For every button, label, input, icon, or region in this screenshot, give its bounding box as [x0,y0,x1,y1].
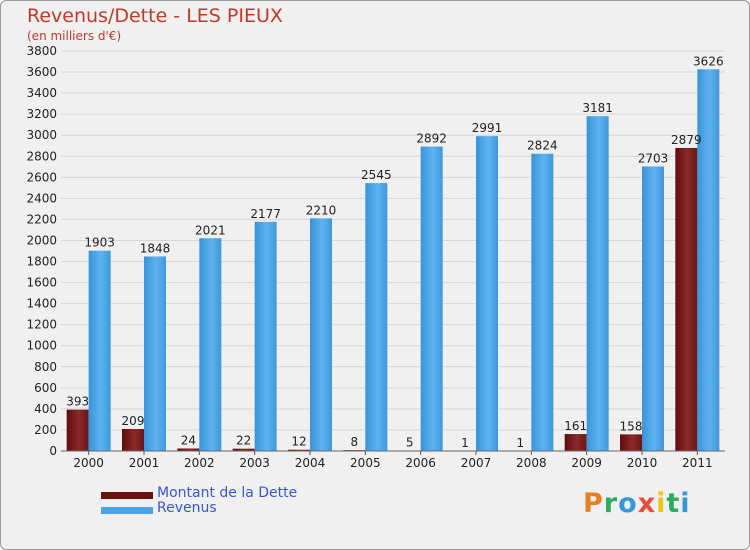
bar-debt [564,434,587,451]
y-tick-label: 400 [34,402,57,416]
data-label-debt: 22 [236,434,251,448]
data-label-debt: 209 [122,414,145,428]
bar-chart: 0 200 400 600 800 1000 1200 1400 1600 1800 2000 220… [26,44,725,470]
bars [66,69,720,452]
x-tick-label: 2001 [129,456,160,470]
y-axis-ticks: 0 200 400 600 800 1000 1200 1400 1600 1800 2000 220… [26,44,57,458]
bar-debt [122,429,144,451]
data-label-revenus: 2545 [361,168,392,182]
bar-revenus [420,146,443,451]
bar-revenus [199,238,222,451]
bar-revenus [531,153,554,451]
x-tick-label: 2004 [295,456,326,470]
data-label-revenus: 2824 [527,139,558,153]
data-label-revenus: 2991 [472,121,503,135]
data-label-revenus: 3181 [582,101,613,115]
bar-revenus [365,183,388,451]
data-label-revenus: 1903 [84,236,115,250]
bar-revenus [476,136,498,451]
bar-revenus [310,218,332,451]
bar-revenus [144,256,166,451]
x-tick-label: 2002 [184,456,215,470]
y-tick-label: 600 [34,381,57,395]
legend-label-debt: Montant de la Dette [157,485,298,501]
y-tick-label: 3200 [26,107,57,121]
data-label-debt: 161 [564,419,587,433]
bar-debt [66,409,89,451]
chart-subtitle: (en milliers d'€) [27,29,122,43]
y-tick-label: 1600 [26,276,57,290]
y-tick-label: 2800 [26,149,57,163]
x-tick-label: 2007 [461,456,492,470]
y-tick-label: 1800 [26,255,57,269]
bar-debt [620,434,642,451]
brand-letter: t [666,488,681,519]
y-tick-label: 1400 [26,297,57,311]
bar-debt [288,449,310,451]
data-label-debt: 24 [181,433,196,447]
y-tick-label: 0 [49,444,57,458]
data-label-debt: 5 [406,435,414,449]
y-tick-label: 2400 [26,191,57,205]
brand-letter: i [680,488,691,519]
brand-letter: r [603,488,619,519]
data-labels: 393 1903 209 1848 24 2021 22 2177 12 2210 8 2545 5 28… [66,54,723,450]
bar-revenus [697,69,720,451]
legend-swatch-revenus [101,507,153,514]
data-label-debt: 1 [461,436,469,450]
brand-letter: P [583,488,604,519]
x-tick-label: 2009 [571,456,602,470]
y-tick-label: 2200 [26,212,57,226]
y-tick-label: 2000 [26,233,57,247]
legend-swatch-debt [101,492,153,499]
brand-logo: Proxiti [583,488,691,519]
data-label-revenus: 1848 [140,241,171,255]
data-label-revenus: 2021 [195,223,226,237]
x-tick-label: 2008 [516,456,547,470]
brand-letter: o [618,488,638,519]
data-label-debt: 12 [291,435,306,449]
x-tick-label: 2005 [350,456,381,470]
legend-label-revenus: Revenus [157,500,217,516]
x-tick-label: 2006 [405,456,436,470]
x-axis-ticks: 2000 2001 2002 2003 2004 2005 2006 2007 2008 2009… [73,451,713,470]
bar-revenus [88,250,111,451]
grid [61,50,725,452]
data-label-debt: 158 [620,419,643,433]
bar-debt [675,147,698,451]
data-label-revenus: 2892 [416,132,447,146]
data-label-revenus: 2177 [250,207,281,221]
x-tick-label: 2000 [73,456,104,470]
brand-letter: x [637,488,657,519]
data-label-revenus: 3626 [693,54,724,68]
y-tick-label: 2600 [26,170,57,184]
data-label-debt: 393 [66,395,89,409]
chart-title: Revenus/Dette - LES PIEUX [27,5,283,27]
bar-debt [177,448,200,451]
y-tick-label: 200 [34,423,57,437]
data-label-debt: 2879 [671,133,702,147]
x-tick-label: 2003 [239,456,270,470]
data-label-debt: 8 [351,435,359,449]
x-tick-label: 2010 [627,456,658,470]
bar-debt [232,448,255,451]
y-tick-label: 1200 [26,318,57,332]
data-label-revenus: 2210 [306,203,337,217]
data-label-revenus: 2703 [638,151,669,165]
y-tick-label: 3400 [26,86,57,100]
y-tick-label: 3800 [26,44,57,58]
x-tick-label: 2011 [682,456,713,470]
y-tick-label: 800 [34,360,57,374]
y-tick-label: 3000 [26,128,57,142]
bar-revenus [586,116,609,451]
data-label-debt: 1 [517,436,525,450]
bar-revenus [254,221,277,451]
brand-letter: i [656,488,667,519]
y-tick-label: 1000 [26,339,57,353]
y-tick-label: 3600 [26,65,57,79]
bar-revenus [642,166,664,451]
